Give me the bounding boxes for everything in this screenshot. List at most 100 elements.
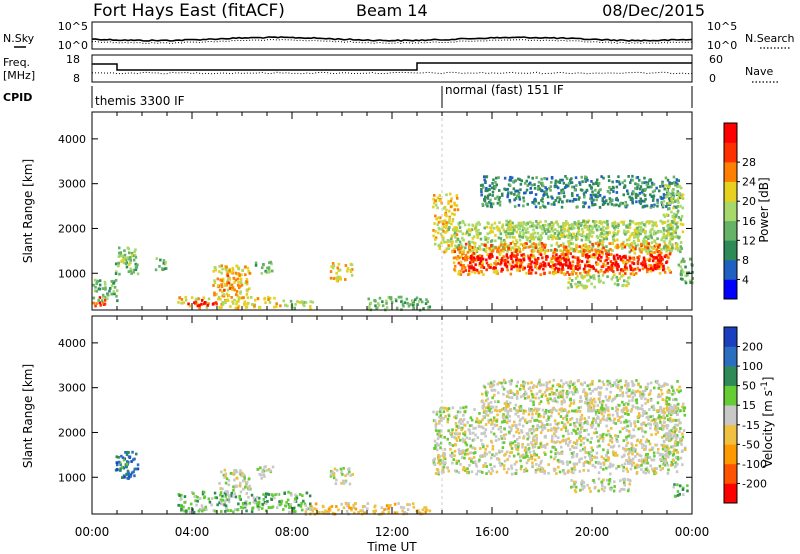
data-cell-13 (444, 231, 447, 234)
data-cell-7 (457, 471, 461, 474)
data-cell-17 (622, 222, 625, 225)
data-cell-17 (652, 232, 656, 235)
data-cell-1 (98, 283, 102, 287)
data-cell-7 (605, 466, 608, 470)
data-cell-7 (446, 409, 449, 412)
data-cell-7 (658, 414, 661, 418)
data-cell-8 (495, 405, 498, 409)
data-cell-7 (540, 421, 544, 425)
data-cell-7 (522, 453, 525, 457)
data-cell-7 (620, 455, 624, 459)
data-cell-7 (618, 416, 622, 419)
data-cell-19 (611, 275, 615, 279)
data-cell-7 (656, 431, 660, 434)
data-cell-6 (347, 504, 350, 507)
data-cell-18 (540, 177, 543, 181)
data-cell-4 (164, 260, 167, 264)
data-cell-14 (447, 239, 451, 243)
data-cell-18 (652, 182, 656, 186)
data-cell-7 (475, 472, 478, 476)
data-cell-15 (527, 265, 530, 268)
data-cell-7 (611, 464, 614, 468)
data-cell-8 (601, 399, 605, 403)
data-cell-13 (438, 243, 441, 247)
data-cell-8 (584, 391, 587, 395)
data-cell-15 (506, 268, 509, 272)
data-cell-15 (660, 251, 663, 255)
data-cell-0 (125, 453, 129, 457)
freq-panel: Freq. [MHz] 18 8 60 0 Nave (3, 53, 780, 85)
data-cell-7 (539, 431, 543, 435)
data-cell-18 (629, 198, 633, 202)
data-cell-3 (248, 484, 251, 488)
data-cell-11 (336, 266, 339, 270)
data-cell-2 (133, 254, 137, 257)
data-cell-17 (612, 231, 615, 235)
data-cell-7 (630, 408, 634, 411)
data-cell-20 (663, 228, 666, 232)
data-cell-8 (615, 405, 618, 409)
data-cell-16 (654, 256, 658, 259)
data-cell-13 (438, 194, 441, 197)
data-cell-19 (602, 281, 605, 285)
data-cell-10 (282, 299, 285, 303)
data-cell-17 (638, 229, 641, 232)
data-cell-18 (677, 179, 680, 183)
data-cell-7 (235, 293, 238, 296)
data-cell-18 (503, 187, 506, 191)
data-cell-7 (468, 463, 471, 467)
data-cell-8 (671, 392, 674, 396)
data-cell-13 (441, 228, 444, 231)
data-cell-16 (649, 253, 652, 257)
data-cell-16 (665, 253, 668, 257)
data-cell-7 (454, 422, 458, 425)
data-cell-7 (634, 455, 637, 458)
data-cell-19 (590, 282, 593, 286)
data-cell-4 (161, 267, 164, 271)
data-cell-8 (676, 380, 679, 383)
data-cell-2 (233, 492, 236, 495)
data-cell-8 (644, 389, 647, 392)
data-cell-5 (347, 468, 350, 471)
data-cell-16 (615, 253, 619, 257)
data-cell-18 (650, 195, 654, 198)
data-cell-7 (523, 409, 526, 413)
data-cell-15 (524, 242, 527, 245)
data-cell-2 (201, 509, 204, 513)
data-cell-7 (513, 407, 516, 410)
data-cell-7 (565, 414, 569, 418)
data-cell-5 (256, 297, 260, 300)
data-cell-17 (598, 221, 601, 224)
data-cell-7 (537, 446, 540, 449)
data-cell-6 (201, 299, 204, 302)
data-cell-8 (635, 379, 638, 382)
data-cell-2 (289, 492, 293, 496)
data-cell-13 (453, 208, 456, 212)
data-cell-7 (434, 419, 437, 423)
noise-left-tick-top: 10^5 (58, 20, 88, 33)
data-cell-15 (612, 270, 615, 273)
data-cell-7 (560, 452, 564, 455)
data-cell-15 (530, 249, 534, 253)
data-cell-18 (536, 188, 540, 191)
data-cell-2 (284, 504, 287, 508)
data-cell-12 (414, 298, 417, 302)
data-cell-8 (555, 388, 559, 392)
data-cell-0 (123, 475, 126, 479)
data-cell-13 (443, 213, 447, 217)
data-cell-7 (652, 407, 656, 411)
data-cell-8 (231, 288, 234, 292)
data-cell-7 (521, 442, 524, 446)
data-cell-17 (522, 222, 526, 225)
data-cell-6 (400, 505, 403, 509)
data-cell-4 (264, 465, 267, 468)
data-cell-6 (412, 505, 416, 509)
data-cell-18 (664, 176, 668, 180)
data-cell-16 (567, 265, 571, 268)
data-cell-7 (586, 422, 589, 426)
data-cell-20 (671, 221, 675, 224)
data-cell-17 (637, 234, 640, 238)
data-cell-8 (646, 382, 650, 386)
data-cell-7 (674, 465, 677, 469)
data-cell-15 (663, 270, 667, 274)
